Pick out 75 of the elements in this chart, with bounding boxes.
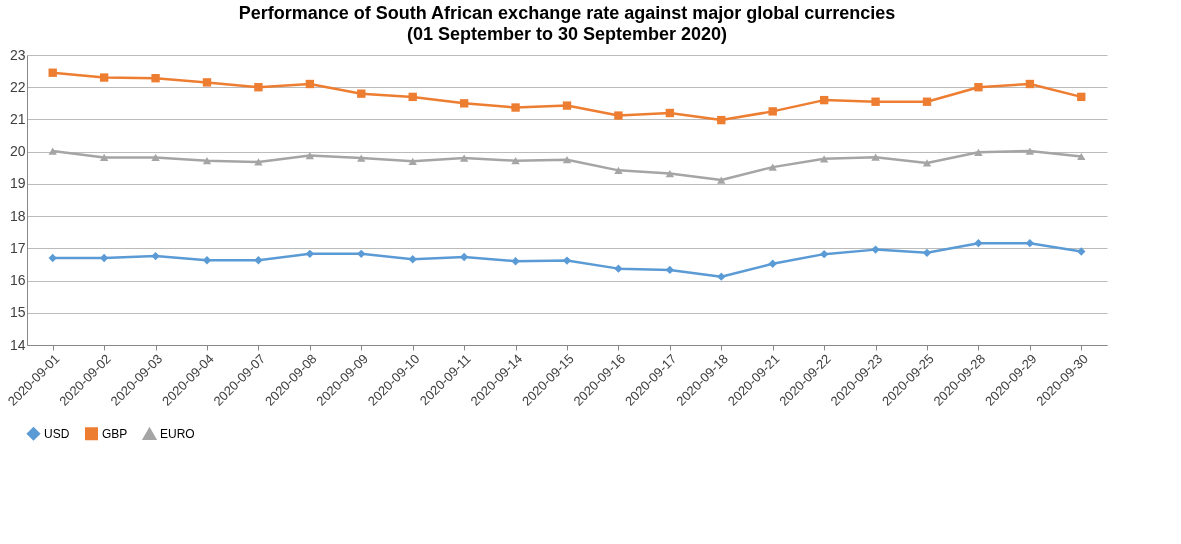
point: [511, 257, 520, 266]
point: [922, 97, 932, 106]
point: [357, 249, 366, 258]
point: [48, 68, 57, 77]
point: [922, 248, 932, 258]
point: [974, 148, 983, 156]
point: [871, 97, 880, 106]
point: [614, 264, 623, 273]
point: [151, 153, 160, 162]
point: [768, 259, 777, 268]
point: [202, 78, 212, 87]
point: [871, 153, 880, 161]
point: [99, 73, 109, 82]
point: [974, 238, 983, 248]
point: [151, 74, 160, 83]
point: [202, 157, 212, 165]
y-tick-label: 19: [9, 175, 26, 192]
point: [665, 169, 675, 178]
point: [408, 255, 417, 264]
point: [819, 95, 829, 105]
point: [768, 107, 777, 116]
point: [99, 153, 109, 162]
point: [202, 256, 212, 265]
point: [357, 89, 366, 98]
point: [562, 101, 572, 110]
point: [768, 163, 777, 171]
point: [459, 99, 469, 108]
point: [459, 154, 469, 162]
point: [1077, 247, 1086, 256]
point: [305, 79, 315, 89]
y-tick-label: 16: [9, 272, 26, 289]
point: [819, 249, 829, 259]
point: [408, 157, 417, 165]
point: [151, 251, 160, 261]
point: [717, 176, 726, 184]
chart-title: Performance of South African exchange rate against major global currencies: [238, 3, 896, 23]
legend-label: USD: [44, 426, 70, 441]
y-tick-label: 21: [9, 110, 26, 127]
point: [717, 115, 726, 125]
point: [562, 256, 572, 265]
point: [1077, 152, 1086, 161]
point: [254, 158, 263, 166]
point: [614, 166, 623, 174]
point: [48, 253, 57, 263]
point: [562, 156, 572, 164]
point: [1077, 92, 1086, 102]
point: [254, 83, 263, 92]
chart-subtitle: (01 September to 30 September 2020): [406, 24, 728, 44]
point: [357, 154, 366, 162]
y-tick-label: 22: [9, 78, 26, 95]
y-tick-label: 17: [9, 239, 26, 256]
point: [511, 103, 520, 112]
point: [922, 159, 932, 167]
point: [871, 245, 880, 254]
point: [254, 256, 263, 265]
point: [665, 265, 675, 275]
legend-label: GBP: [102, 426, 128, 441]
point: [717, 272, 726, 281]
y-tick-label: 15: [9, 304, 26, 321]
point: [511, 157, 520, 165]
point: [408, 92, 417, 102]
point: [665, 108, 675, 118]
y-tick-label: 20: [9, 143, 26, 160]
point: [819, 155, 829, 163]
y-tick-label: 23: [9, 46, 26, 63]
point: [1025, 147, 1035, 155]
point: [48, 147, 57, 155]
y-tick-label: 14: [9, 336, 26, 353]
point: [1025, 238, 1035, 248]
point: [974, 83, 983, 92]
legend-label: EURO: [160, 427, 195, 442]
point: [305, 151, 315, 160]
point: [1025, 79, 1035, 89]
point: [614, 111, 623, 120]
y-tick-label: 18: [9, 207, 26, 224]
